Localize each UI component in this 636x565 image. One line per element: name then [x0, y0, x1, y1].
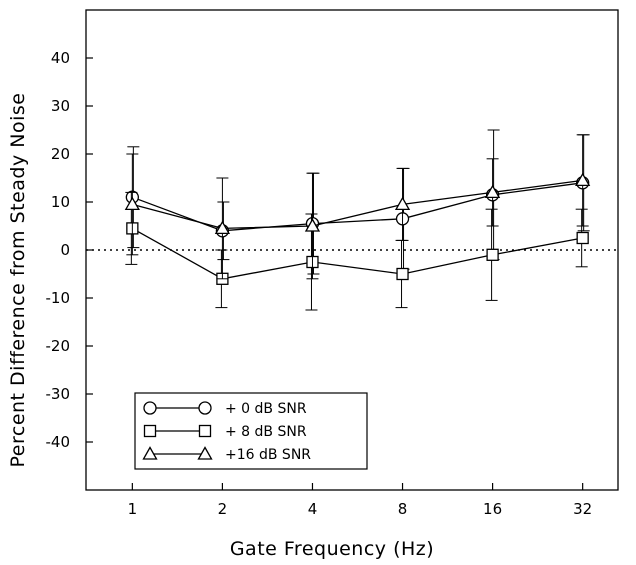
x-tick-label: 8	[398, 500, 408, 518]
series-line	[132, 179, 583, 230]
legend-label: +16 dB SNR	[225, 447, 311, 463]
y-tick-label: 10	[51, 193, 70, 211]
x-axis: 1 2 4 8 16 32	[128, 483, 592, 518]
series-layer	[124, 129, 591, 311]
legend-entry: +16 dB SNR	[142, 446, 311, 463]
legend-marker-square	[198, 424, 212, 438]
legend-label: + 0 dB SNR	[225, 401, 307, 417]
legend-marker-circle	[143, 401, 157, 415]
series-line	[132, 182, 583, 232]
y-tick-label: 30	[51, 97, 70, 115]
x-tick-label: 4	[308, 500, 318, 518]
legend-entry: + 0 dB SNR	[143, 401, 307, 417]
data-point-triangle	[575, 172, 591, 187]
legend-marker-square	[143, 424, 157, 438]
y-tick-label: -40	[46, 433, 71, 451]
data-point-triangle	[124, 196, 140, 211]
series-circle	[125, 129, 590, 275]
data-point-square	[486, 248, 499, 261]
data-point-square	[576, 231, 589, 245]
y-tick-label: 0	[60, 241, 70, 259]
x-tick-label: 1	[128, 500, 138, 518]
legend-label: + 8 dB SNR	[225, 424, 307, 440]
data-point-triangle	[304, 218, 321, 232]
legend-marker-triangle	[142, 446, 158, 460]
x-tick-label: 2	[218, 500, 228, 518]
legend-marker-circle	[198, 401, 212, 415]
data-point-triangle	[214, 220, 231, 235]
x-tick-label: 32	[573, 500, 592, 518]
y-axis-title: Percent Difference from Steady Noise	[7, 93, 29, 468]
data-point-triangle	[484, 184, 501, 199]
y-tick-label: -30	[46, 385, 71, 403]
series-square	[125, 191, 589, 311]
y-axis: -40 -30 -20 -10 0 10 20 30 40	[46, 49, 93, 451]
data-point-triangle	[394, 196, 411, 211]
x-axis-title: Gate Frequency (Hz)	[230, 538, 434, 560]
legend-marker-triangle	[197, 446, 213, 460]
y-tick-label: -10	[46, 289, 71, 307]
y-tick-label: 40	[51, 49, 70, 67]
x-tick-label: 16	[483, 500, 502, 518]
legend: + 0 dB SNR + 8 dB SNR +16 dB SNR	[134, 392, 368, 470]
legend-entry: + 8 dB SNR	[143, 424, 307, 440]
y-tick-label: 20	[51, 145, 70, 163]
data-point-square	[396, 267, 409, 281]
y-tick-label: -20	[46, 337, 71, 355]
series-line	[132, 227, 583, 280]
series-triangle	[124, 134, 591, 280]
